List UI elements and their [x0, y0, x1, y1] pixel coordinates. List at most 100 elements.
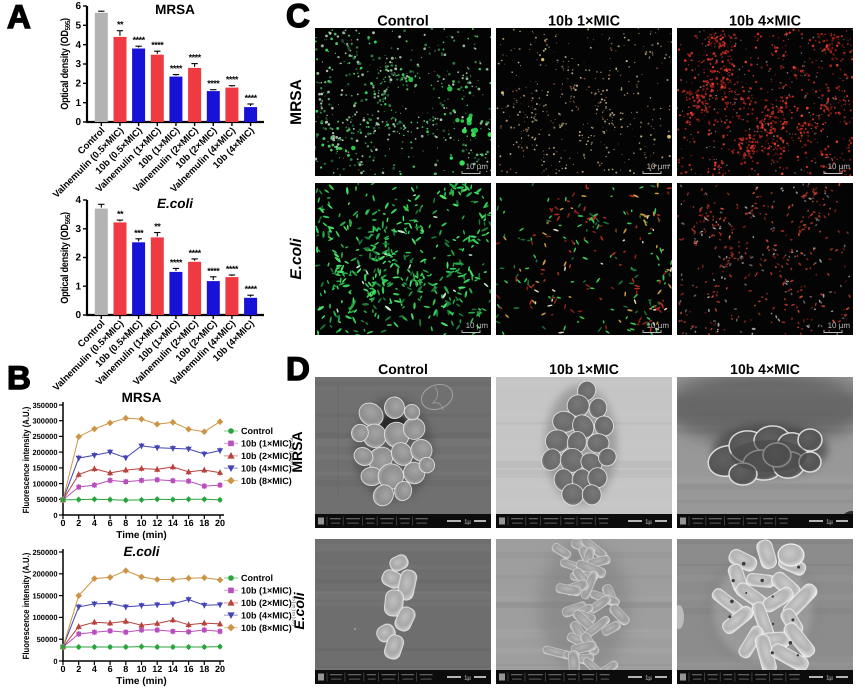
svg-text:10 µm: 10 µm — [466, 321, 489, 330]
svg-text:Fluorescence intensity (A.U.): Fluorescence intensity (A.U.) — [21, 407, 31, 514]
svg-text:100000: 100000 — [32, 479, 57, 488]
svg-text:2: 2 — [75, 79, 81, 90]
svg-text:10b (1×MIC): 10b (1×MIC) — [241, 586, 292, 596]
svg-text:10b 1×MIC: 10b 1×MIC — [549, 361, 619, 377]
svg-text:8: 8 — [123, 664, 128, 674]
svg-text:**: ** — [117, 209, 124, 219]
svg-text:****: **** — [226, 75, 239, 85]
svg-text:Time (min): Time (min) — [116, 676, 166, 687]
svg-text:3: 3 — [75, 224, 81, 235]
svg-text:****: **** — [133, 35, 146, 45]
svg-text:****: **** — [207, 266, 220, 276]
svg-text:10: 10 — [136, 664, 146, 674]
svg-text:Control: Control — [241, 426, 273, 436]
svg-text:E.coli: E.coli — [291, 591, 307, 629]
svg-text:Control: Control — [241, 573, 273, 583]
svg-text:**: ** — [154, 222, 161, 232]
svg-text:16: 16 — [184, 518, 194, 528]
svg-text:20: 20 — [215, 664, 225, 674]
svg-text:0: 0 — [53, 657, 57, 666]
svg-text:10b 1×MIC: 10b 1×MIC — [548, 14, 621, 30]
svg-text:****: **** — [151, 40, 164, 50]
svg-text:0: 0 — [60, 664, 65, 674]
svg-text:200000: 200000 — [32, 570, 57, 579]
svg-text:1µ: 1µ — [464, 675, 471, 682]
svg-text:0: 0 — [75, 310, 81, 321]
svg-text:10 µm: 10 µm — [828, 321, 851, 330]
svg-text:8: 8 — [123, 518, 128, 528]
svg-text:****: **** — [207, 79, 220, 89]
svg-text:10b (2×MIC): 10b (2×MIC) — [241, 451, 292, 461]
svg-text:10: 10 — [136, 518, 146, 528]
svg-text:6: 6 — [108, 664, 113, 674]
svg-text:1µ: 1µ — [645, 519, 652, 526]
svg-text:Optical density (OD595): Optical density (OD595) — [59, 212, 72, 304]
svg-text:**: ** — [117, 20, 124, 30]
svg-text:200000: 200000 — [32, 448, 57, 457]
svg-text:12: 12 — [152, 664, 162, 674]
svg-text:250000: 250000 — [32, 432, 57, 441]
svg-text:MRSA: MRSA — [155, 2, 195, 17]
svg-text:10 µm: 10 µm — [828, 162, 851, 171]
svg-text:2: 2 — [76, 664, 81, 674]
svg-text:(ω(ω(ω(ω: (ω(ω(ω(ω — [289, 437, 295, 467]
svg-text:4: 4 — [75, 195, 81, 206]
svg-text:Control: Control — [378, 361, 428, 377]
svg-text:14: 14 — [168, 664, 178, 674]
svg-text:6: 6 — [108, 518, 113, 528]
svg-text:350000: 350000 — [32, 401, 57, 410]
svg-text:0: 0 — [53, 511, 57, 520]
svg-text:****: **** — [170, 257, 183, 267]
svg-text:****: **** — [189, 248, 202, 258]
svg-text:****: **** — [170, 64, 183, 74]
svg-text:10 µm: 10 µm — [466, 162, 489, 171]
svg-text:****: **** — [189, 53, 202, 63]
svg-text:3: 3 — [75, 59, 81, 70]
svg-text:****: **** — [245, 284, 258, 294]
svg-text:0: 0 — [75, 117, 81, 128]
svg-text:18: 18 — [199, 664, 209, 674]
svg-text:10b (4×MIC): 10b (4×MIC) — [241, 610, 292, 620]
svg-text:Time (min): Time (min) — [116, 530, 166, 541]
svg-text:Optical density (OD595): Optical density (OD595) — [59, 18, 72, 110]
svg-text:B: B — [7, 359, 31, 396]
svg-text:1µ: 1µ — [826, 519, 833, 526]
svg-text:****: **** — [226, 264, 239, 274]
svg-text:2: 2 — [75, 253, 81, 264]
svg-text:150000: 150000 — [32, 464, 57, 473]
svg-text:10b (8×MIC): 10b (8×MIC) — [241, 623, 292, 633]
svg-text:300000: 300000 — [32, 417, 57, 426]
svg-text:MRSA: MRSA — [288, 79, 305, 125]
svg-text:1µ: 1µ — [645, 675, 652, 682]
svg-text:10 µm: 10 µm — [647, 162, 670, 171]
svg-text:D: D — [286, 350, 310, 387]
svg-text:20: 20 — [215, 518, 225, 528]
svg-text:50000: 50000 — [37, 635, 58, 644]
svg-text:5: 5 — [75, 21, 81, 32]
svg-text:C: C — [286, 0, 310, 34]
svg-text:(ω(ω(ω(ω: (ω(ω(ω(ω — [291, 596, 297, 626]
svg-text:10b (2×MIC): 10b (2×MIC) — [241, 598, 292, 608]
svg-text:1: 1 — [75, 281, 81, 292]
svg-text:1µ: 1µ — [464, 519, 471, 526]
svg-text:10b (1×MIC): 10b (1×MIC) — [241, 439, 292, 449]
svg-text:MRSA: MRSA — [289, 431, 305, 472]
svg-text:16: 16 — [184, 664, 194, 674]
svg-text:1: 1 — [75, 98, 81, 109]
svg-text:E.coli: E.coli — [123, 544, 159, 559]
svg-text:4: 4 — [75, 40, 81, 51]
svg-text:250000: 250000 — [32, 548, 57, 557]
svg-text:MRSA: MRSA — [122, 390, 162, 405]
svg-text:A: A — [7, 0, 31, 35]
svg-text:10b 4×MIC: 10b 4×MIC — [729, 14, 802, 30]
svg-text:10b 4×MIC: 10b 4×MIC — [730, 361, 800, 377]
svg-text:10 µm: 10 µm — [647, 321, 670, 330]
svg-text:2: 2 — [76, 518, 81, 528]
svg-text:18: 18 — [199, 518, 209, 528]
svg-text:***: *** — [134, 228, 144, 238]
svg-text:1µ: 1µ — [826, 675, 833, 682]
svg-text:10b (8×MIC): 10b (8×MIC) — [241, 476, 292, 486]
svg-text:4: 4 — [92, 664, 97, 674]
svg-text:Control: Control — [377, 14, 429, 30]
svg-text:Fluorescence intensity (A.U.): Fluorescence intensity (A.U.) — [21, 553, 31, 660]
